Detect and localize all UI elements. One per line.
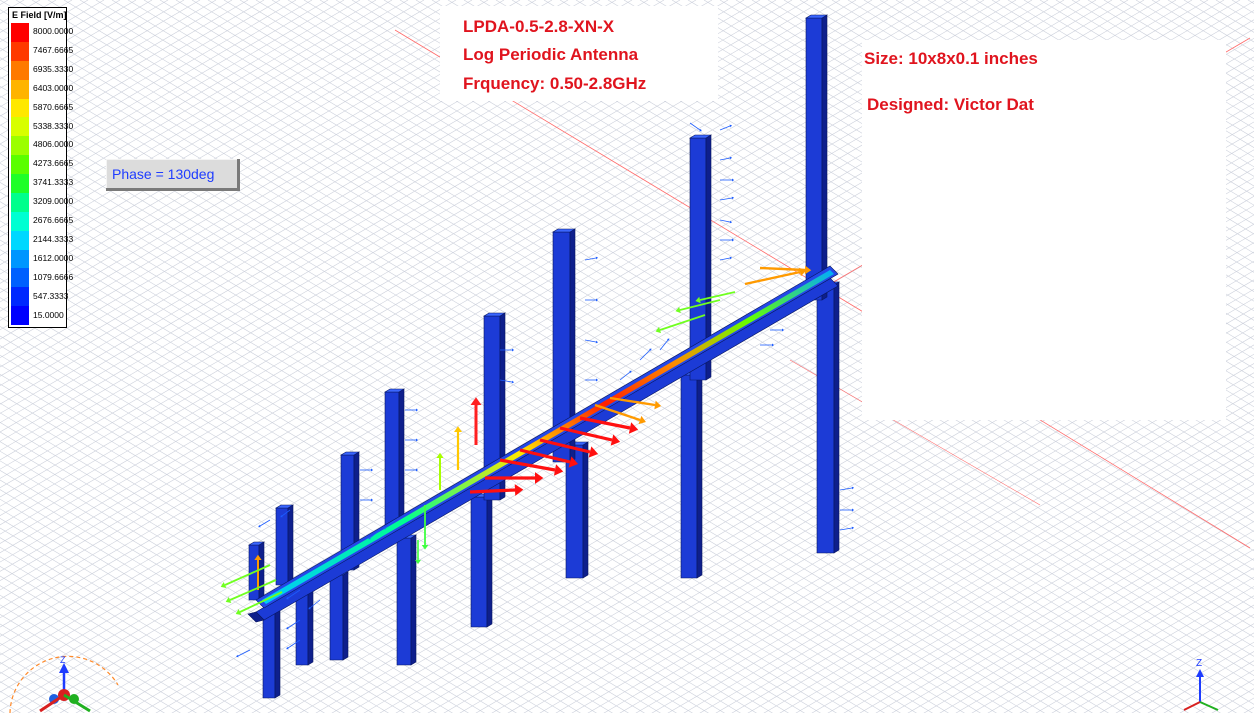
legend-value: 1612.0000	[33, 252, 74, 263]
legend-value: 4806.0000	[33, 139, 74, 150]
phase-label: Phase = 130deg	[112, 166, 215, 182]
legend-swatch	[11, 174, 29, 193]
antenna-type-label: Log Periodic Antenna	[463, 45, 639, 64]
z-arrow-icon	[1196, 669, 1204, 677]
title-panel	[440, 6, 718, 101]
legend-value: 547.3333	[33, 290, 69, 301]
x-axis-icon	[39, 693, 65, 713]
legend-title: E Field [V/m]	[12, 10, 67, 20]
legend-value: 3209.0000	[33, 196, 74, 207]
legend-color-bar	[11, 23, 29, 325]
legend-value: 8000.0000	[33, 26, 74, 36]
legend-swatch	[11, 136, 29, 156]
legend-swatch	[11, 23, 29, 42]
legend-swatch	[11, 268, 29, 288]
field-arrows	[220, 122, 855, 658]
rotation-ring-icon	[9, 655, 119, 713]
legend-swatch	[11, 79, 29, 99]
x-axis-icon	[1183, 701, 1201, 711]
legend-swatch	[11, 60, 29, 80]
legend-swatch	[11, 98, 29, 118]
antenna-model[interactable]	[247, 14, 841, 699]
phase-indicator[interactable]: Phase = 130deg	[106, 159, 240, 191]
designer-label: Designed: Victor Dat	[867, 95, 1034, 114]
model-name-label: LPDA-0.5-2.8-XN-X	[463, 17, 615, 36]
triad-z-label-right: Z	[1196, 658, 1202, 669]
legend-swatch	[11, 211, 29, 231]
legend-swatch	[11, 230, 29, 250]
legend-value: 3741.3333	[33, 177, 74, 188]
legend-value: 2144.3333	[33, 233, 74, 244]
legend-value: 7467.6665	[33, 44, 74, 55]
size-label: Size: 10x8x0.1 inches	[864, 49, 1038, 68]
legend-swatch	[11, 155, 29, 174]
axes-triad-left[interactable]: Z	[0, 625, 130, 713]
legend-swatch	[11, 306, 29, 325]
legend-value: 6935.3330	[33, 63, 74, 74]
legend-value: 1079.6666	[33, 271, 74, 282]
legend-swatch	[11, 192, 29, 212]
axes-triad-right: Z	[1183, 658, 1219, 711]
z-arrow-icon	[59, 663, 69, 673]
field-legend[interactable]: E Field [V/m] 8000.0000 7467.6665 6935.333…	[8, 7, 73, 328]
legend-value: 4273.6665	[33, 158, 74, 169]
legend-swatch	[11, 287, 29, 307]
legend-swatch	[11, 117, 29, 137]
legend-value: 6403.0000	[33, 82, 74, 93]
y-axis-icon	[63, 693, 91, 713]
legend-swatch	[11, 249, 29, 269]
y-axis-icon	[1199, 701, 1219, 711]
legend-swatch	[11, 41, 29, 61]
legend-value: 5870.6665	[33, 101, 74, 112]
frequency-label: Frquency: 0.50-2.8GHz	[463, 74, 647, 93]
legend-value: 2676.6665	[33, 215, 74, 225]
info-panel	[862, 40, 1226, 420]
legend-value: 5338.3330	[33, 120, 74, 131]
triad-z-label: Z	[60, 655, 66, 665]
legend-value: 15.0000	[33, 309, 64, 320]
